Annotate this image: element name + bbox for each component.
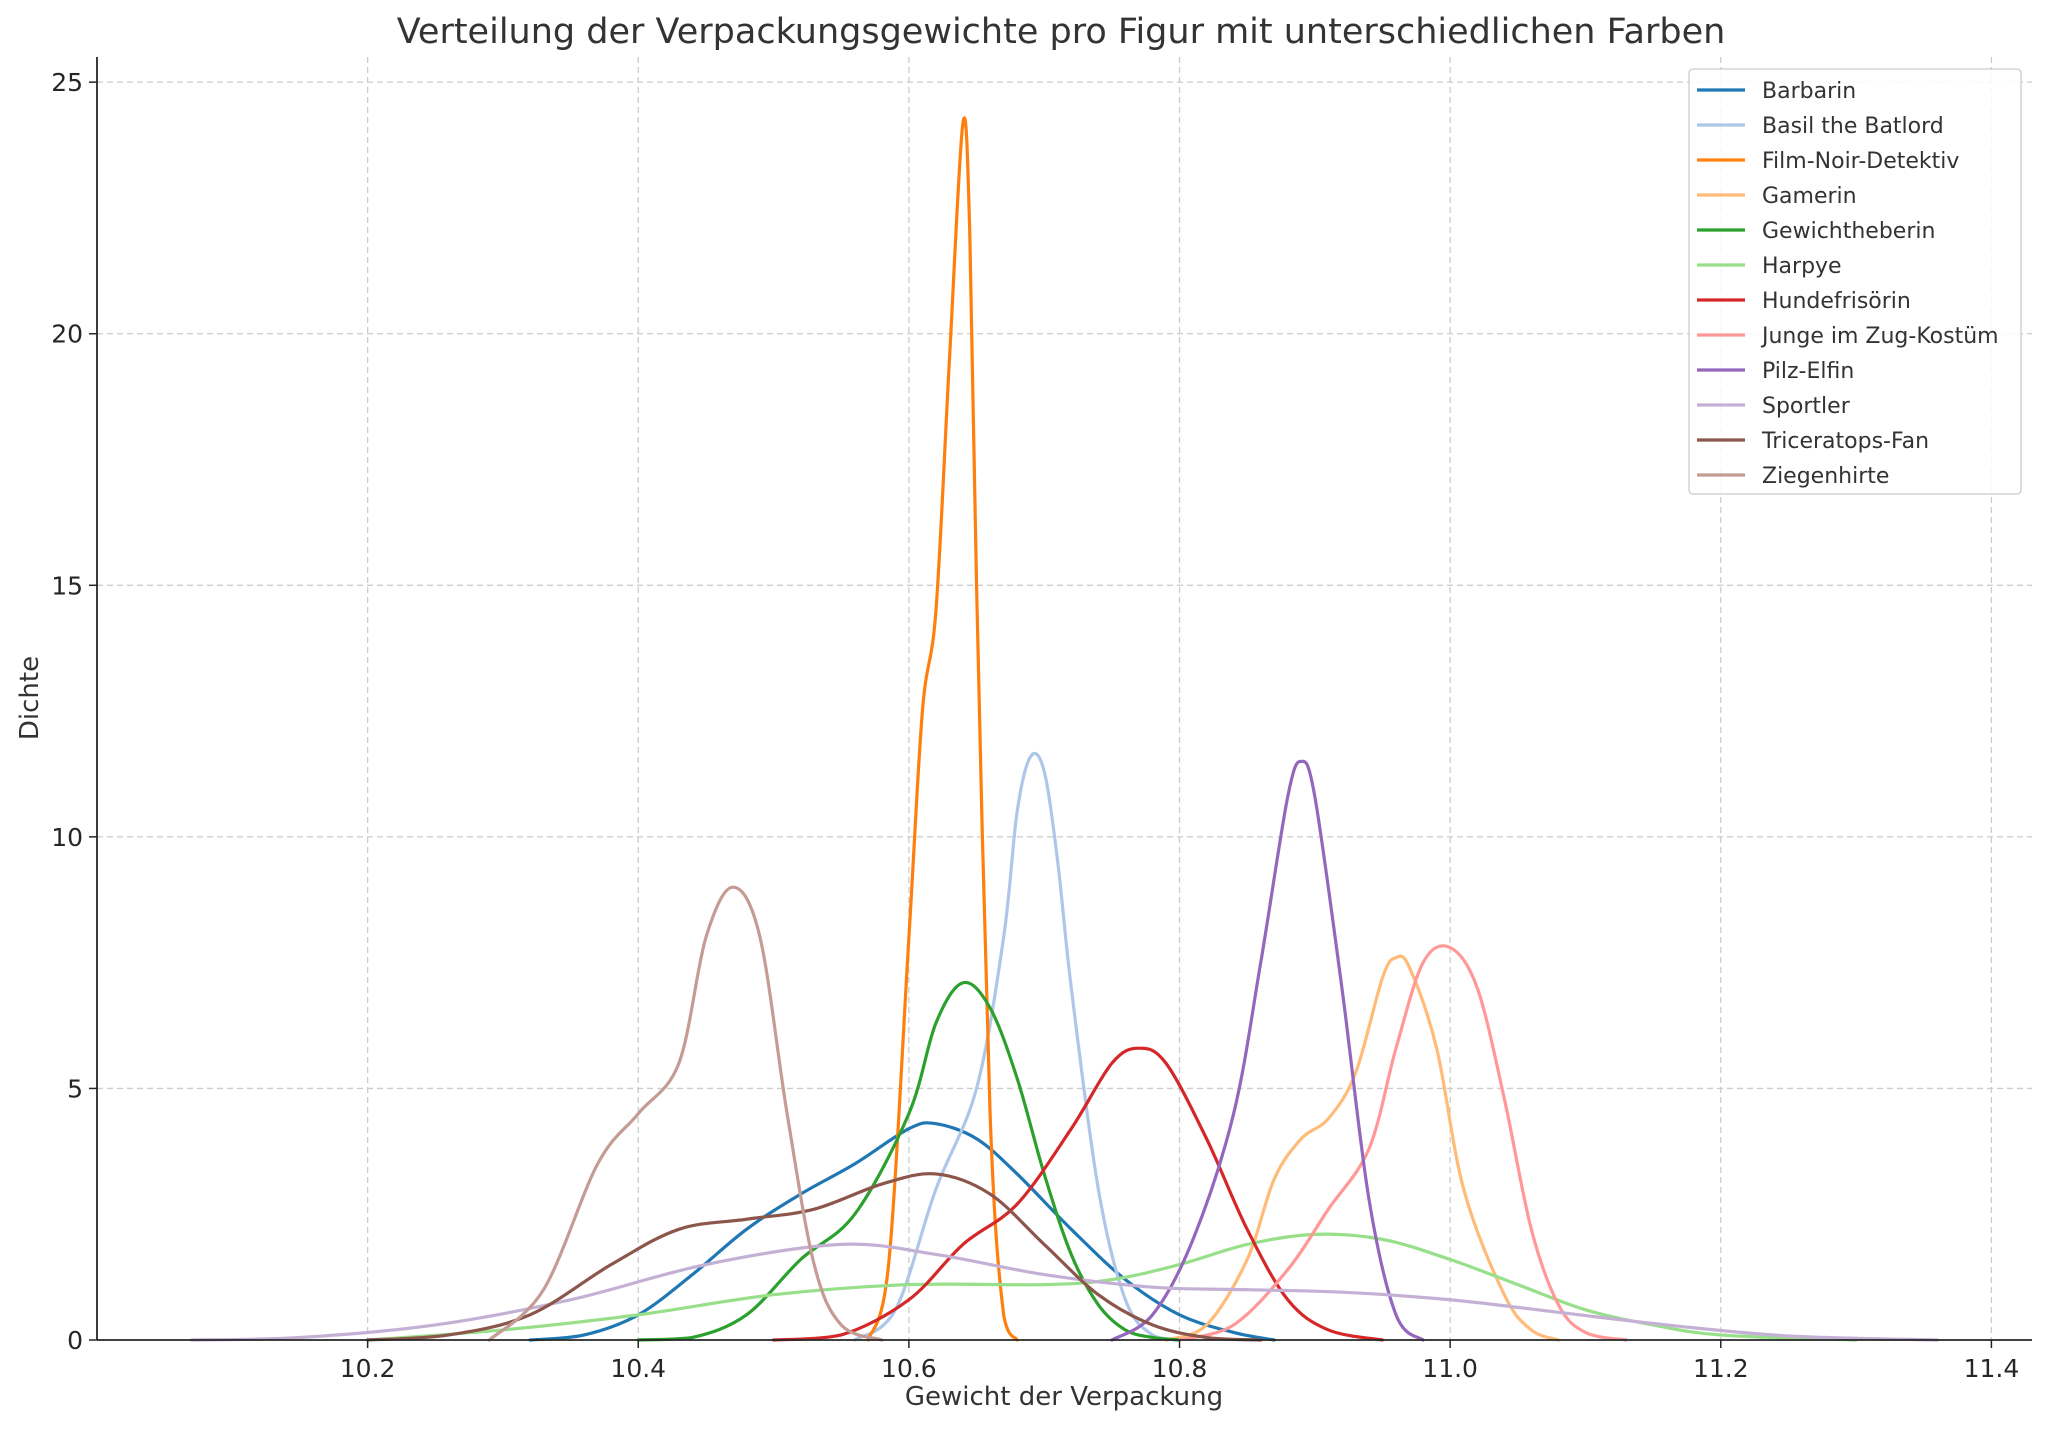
- legend-label-pilz-elfin: Pilz-Elfin: [1762, 359, 1854, 384]
- x-tick-label: 11.2: [1693, 1354, 1749, 1383]
- legend-label-ziegenhirte: Ziegenhirte: [1762, 464, 1889, 489]
- y-axis-label: Dichte: [15, 656, 45, 740]
- series-line-sportler: [190, 1242, 1939, 1342]
- legend-label-gewichtheberin: Gewichtheberin: [1762, 219, 1935, 244]
- series-line-ziegenhirte: [487, 885, 884, 1342]
- legend: Barbarin Basil the Batlord Film-Noir-Detek…: [1688, 68, 2022, 495]
- series-line-harpye: [366, 1232, 1858, 1342]
- y-tick-label: 20: [51, 320, 83, 349]
- legend-box: [1688, 68, 2022, 495]
- series-line-pilz-elfin: [1110, 759, 1425, 1342]
- y-tick-label: 5: [67, 1074, 83, 1103]
- x-tick-label: 10.2: [340, 1354, 396, 1383]
- legend-label-film-noir-detektiv: Film-Noir-Detektiv: [1762, 149, 1959, 174]
- y-tick-label: 10: [51, 823, 83, 852]
- legend-label-sportler: Sportler: [1762, 394, 1851, 419]
- chart-title: Verteilung der Verpackungsgewichte pro F…: [397, 12, 1726, 52]
- x-tick-label: 11.4: [1964, 1354, 2020, 1383]
- legend-label-triceratops-fan: Triceratops-Fan: [1761, 429, 1929, 454]
- x-tick-label: 11.0: [1422, 1354, 1478, 1383]
- series-line-basil-the-batlord: [853, 751, 1182, 1342]
- x-tick-label: 10.4: [610, 1354, 666, 1383]
- x-axis-label: Gewicht der Verpackung: [905, 1382, 1223, 1412]
- series-line-hundefrisorin: [771, 1046, 1385, 1342]
- x-tick-label: 10.8: [1152, 1354, 1208, 1383]
- series-line-gewichtheberin: [636, 980, 1182, 1342]
- legend-label-harpye: Harpye: [1762, 254, 1842, 279]
- legend-label-junge-im-zug-kostum: Junge im Zug-Kostüm: [1760, 324, 1999, 349]
- y-ticks: 0 5 10 15 20 25: [51, 68, 97, 1355]
- y-tick-label: 25: [51, 68, 83, 97]
- series-group: [190, 116, 1939, 1342]
- legend-label-barbarin: Barbarin: [1762, 79, 1856, 104]
- x-ticks: 10.2 10.4 10.6 10.8 11.0 11.2 11.4: [340, 1340, 2019, 1383]
- series-line-triceratops-fan: [366, 1172, 1263, 1342]
- series-line-gamerin: [1164, 954, 1560, 1342]
- legend-label-gamerin: Gamerin: [1762, 184, 1857, 209]
- legend-label-basil-the-batlord: Basil the Batlord: [1762, 114, 1944, 139]
- series-line-junge-im-zug-kostum: [1177, 944, 1628, 1342]
- x-tick-label: 10.6: [881, 1354, 937, 1383]
- series-line-barbarin: [528, 1121, 1276, 1342]
- y-tick-label: 15: [51, 571, 83, 600]
- series-line-film-noir-detektiv: [866, 116, 1019, 1342]
- y-tick-label: 0: [67, 1326, 83, 1355]
- legend-label-hundefrisorin: Hundefrisörin: [1762, 289, 1911, 314]
